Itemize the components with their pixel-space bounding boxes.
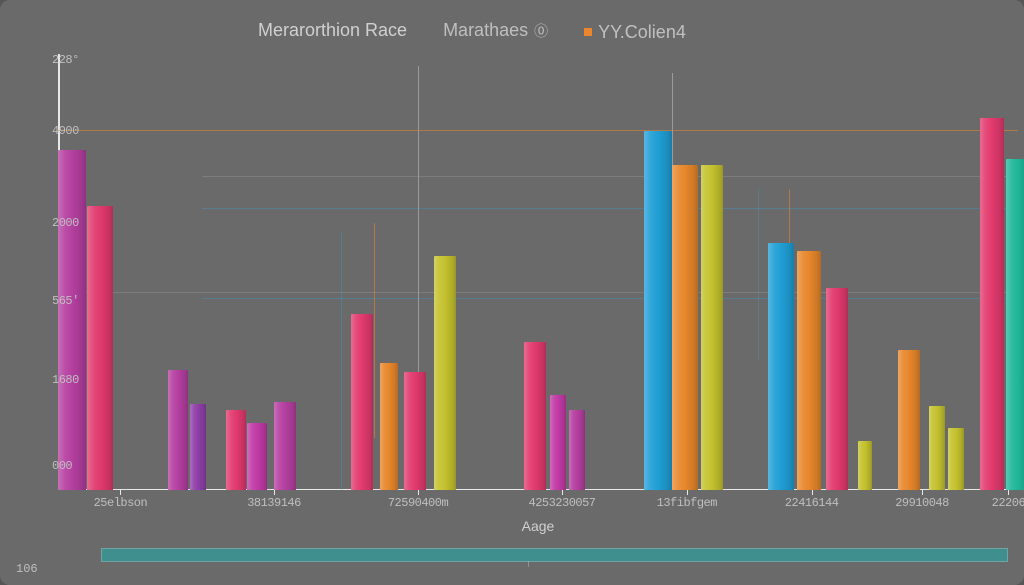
bar [404, 372, 426, 490]
y-tick-label: 1680 [52, 373, 58, 387]
chart-root: 228°49002000565'168000025elbson381391467… [0, 0, 1024, 585]
bar [980, 118, 1004, 490]
legend: Merarorthion Race Marathaes ⓪ YY.Colien4 [258, 20, 686, 43]
gridline [202, 176, 1018, 177]
legend-label: YY.Colien4 [598, 22, 686, 43]
legend-item: YY.Colien4 [584, 22, 686, 43]
gridline [202, 298, 1018, 299]
bar [550, 395, 566, 490]
bar [898, 350, 920, 490]
gridline [58, 130, 1018, 131]
bar [644, 131, 672, 490]
gridline [58, 292, 1018, 293]
bar [797, 251, 821, 490]
bar [58, 150, 86, 490]
legend-item: Merarorthion Race [258, 20, 407, 41]
y-tick-label: 228° [52, 53, 58, 67]
bar [929, 406, 945, 490]
gridline [758, 189, 759, 361]
legend-label: Merarorthion Race [258, 20, 407, 41]
y-tick-label: 000 [52, 459, 58, 473]
bar [87, 206, 113, 490]
bar [247, 423, 267, 490]
bar [190, 404, 206, 490]
x-tick-mark [922, 490, 923, 495]
x-axis-title: Aage [522, 518, 555, 534]
x-tick-mark [418, 490, 419, 495]
legend-item: Marathaes ⓪ [443, 20, 548, 41]
gridline [374, 223, 375, 438]
bar [569, 410, 585, 490]
footer-value-label: 106 [16, 562, 38, 576]
bar [274, 402, 296, 490]
x-tick-mark [1008, 490, 1009, 495]
range-slider[interactable] [101, 548, 1008, 562]
x-tick-mark [120, 490, 121, 495]
bar [351, 314, 373, 490]
bar [768, 243, 794, 490]
slider-center-tick [528, 561, 529, 567]
legend-glyph: ⓪ [534, 21, 548, 41]
bar [434, 256, 456, 490]
bar [524, 342, 546, 490]
plot-area: 228°49002000565'168000025elbson381391467… [58, 60, 1018, 490]
y-tick-label: 2000 [52, 216, 58, 230]
x-tick-mark [687, 490, 688, 495]
x-tick-mark [562, 490, 563, 495]
bar [948, 428, 964, 490]
bar [380, 363, 398, 490]
bar [701, 165, 723, 490]
bar [858, 441, 872, 490]
bar [226, 410, 246, 490]
legend-swatch [584, 28, 592, 36]
x-tick-mark [812, 490, 813, 495]
legend-label: Marathaes [443, 20, 528, 41]
bar [168, 370, 188, 490]
gridline [202, 208, 1018, 209]
bar [1006, 159, 1024, 490]
y-tick-label: 4900 [52, 124, 58, 138]
bar [826, 288, 848, 490]
y-tick-label: 565' [52, 294, 58, 308]
x-tick-mark [274, 490, 275, 495]
gridline [341, 232, 342, 490]
bar [672, 165, 698, 490]
